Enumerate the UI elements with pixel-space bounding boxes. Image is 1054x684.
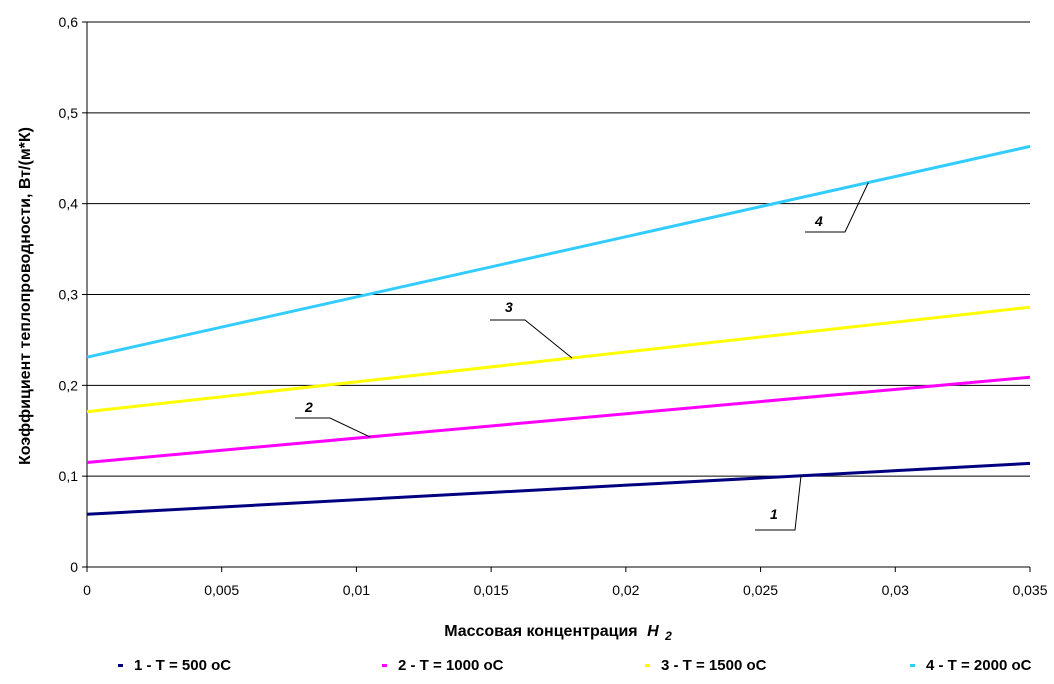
y-tick-label: 0 bbox=[70, 559, 78, 575]
y-tick-labels: 0 0,1 0,2 0,3 0,4 0,5 0,6 bbox=[59, 14, 79, 575]
series-callouts: 1 2 3 4 bbox=[295, 182, 869, 531]
legend-marker-4 bbox=[910, 664, 915, 667]
series-line-3 bbox=[86, 305, 1031, 414]
x-tick-label: 0,01 bbox=[343, 582, 370, 598]
grid-lines bbox=[87, 21, 1030, 477]
x-tick-label: 0,02 bbox=[612, 582, 639, 598]
callout-label-1: 1 bbox=[770, 506, 778, 522]
x-tick-label: 0,035 bbox=[1012, 582, 1047, 598]
callout-label-3: 3 bbox=[505, 299, 513, 315]
legend-label-4: 4 - T = 2000 oC bbox=[926, 657, 1032, 674]
y-tick-label: 0,3 bbox=[59, 287, 79, 303]
y-tick-label: 0,2 bbox=[59, 377, 79, 393]
x-axis-title-variable: H bbox=[647, 623, 659, 640]
legend-label-2: 2 - T = 1000 oC bbox=[398, 657, 504, 674]
x-axis-title-subscript: 2 bbox=[664, 629, 672, 643]
series-line-1 bbox=[86, 461, 1031, 516]
callout-leader-4 bbox=[805, 182, 869, 233]
legend-marker-1 bbox=[118, 664, 123, 667]
legend-label-3: 3 - T = 1500 oC bbox=[661, 657, 767, 674]
axes bbox=[82, 21, 1031, 572]
x-tick-label: 0 bbox=[83, 582, 91, 598]
x-tick-label: 0,025 bbox=[743, 582, 778, 598]
legend: 1 - T = 500 oC 2 - T = 1000 oC 3 - T = 150… bbox=[118, 657, 1032, 674]
y-tick-label: 0,4 bbox=[59, 196, 79, 212]
callout-leader-1 bbox=[755, 475, 802, 531]
y-tick-label: 0,5 bbox=[59, 105, 79, 121]
legend-label-1: 1 - T = 500 oC bbox=[134, 657, 231, 674]
series-line-4 bbox=[86, 144, 1031, 359]
legend-marker-2 bbox=[382, 664, 387, 667]
x-tick-label: 0,03 bbox=[882, 582, 909, 598]
callout-leader-2 bbox=[295, 417, 371, 438]
y-tick-label: 0,1 bbox=[59, 468, 79, 484]
legend-marker-3 bbox=[645, 664, 650, 667]
series-lines bbox=[86, 144, 1031, 516]
callout-label-4: 4 bbox=[814, 213, 823, 229]
series-line-2 bbox=[86, 375, 1031, 464]
x-axis-title: Массовая концентрация H 2 bbox=[444, 623, 672, 643]
y-tick-label: 0,6 bbox=[59, 14, 79, 30]
callout-leader-3 bbox=[490, 319, 573, 359]
callout-label-2: 2 bbox=[304, 399, 313, 415]
x-tick-label: 0,005 bbox=[204, 582, 239, 598]
x-tick-label: 0,015 bbox=[474, 582, 509, 598]
x-axis-title-text: Массовая концентрация bbox=[444, 623, 637, 640]
x-tick-labels: 0 0,005 0,01 0,015 0,02 0,025 0,03 0,035 bbox=[83, 582, 1048, 598]
y-axis-title: Коэффициент теплопроводности, Вт/(м*К) bbox=[17, 127, 34, 465]
